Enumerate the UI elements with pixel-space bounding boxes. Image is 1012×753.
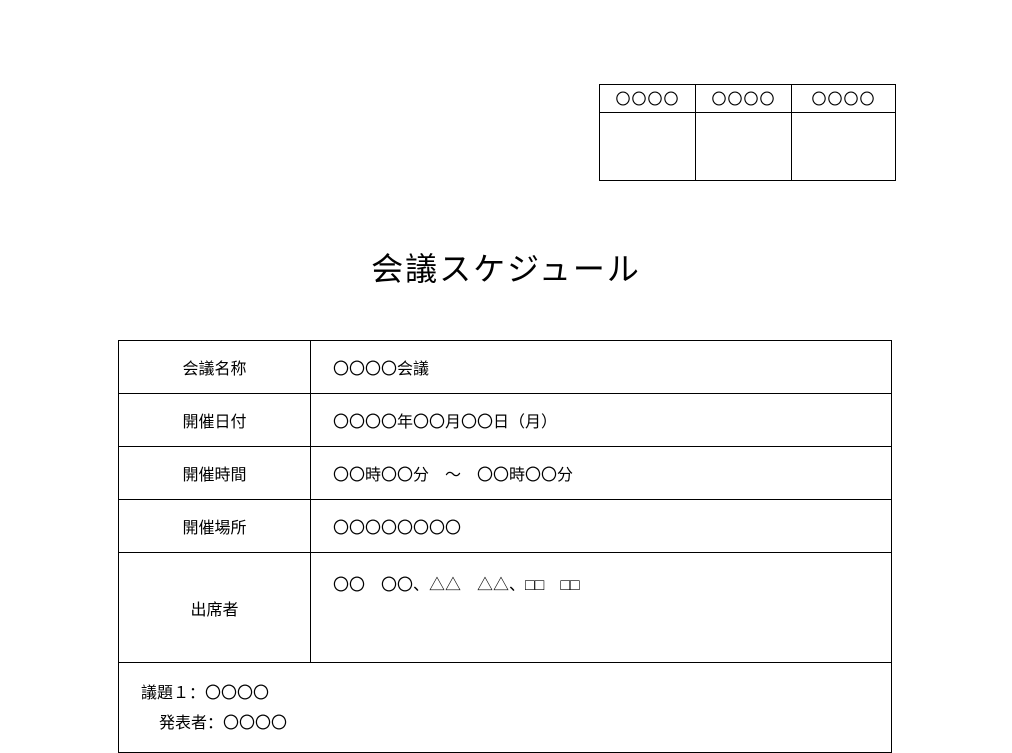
- row-date: 開催日付 〇〇〇〇年〇〇月〇〇日（月）: [119, 394, 892, 447]
- approval-col-1-stamp: [696, 113, 792, 181]
- document-title: 会議スケジュール: [0, 244, 1012, 290]
- approval-stamp-table: 〇〇〇〇 〇〇〇〇 〇〇〇〇: [599, 84, 896, 181]
- approval-col-2-stamp: [792, 113, 896, 181]
- agenda-cell: 議題１：〇〇〇〇 発表者：〇〇〇〇: [119, 663, 892, 753]
- row-location: 開催場所 〇〇〇〇〇〇〇〇: [119, 500, 892, 553]
- meeting-details-table: 会議名称 〇〇〇〇会議 開催日付 〇〇〇〇年〇〇月〇〇日（月） 開催時間 〇〇時…: [118, 340, 892, 753]
- row-time: 開催時間 〇〇時〇〇分 ～ 〇〇時〇〇分: [119, 447, 892, 500]
- approval-col-0-header: 〇〇〇〇: [600, 85, 696, 113]
- value-attendees: 〇〇 〇〇、△△ △△、□□ □□: [311, 553, 892, 663]
- value-location: 〇〇〇〇〇〇〇〇: [311, 500, 892, 553]
- label-date: 開催日付: [119, 394, 311, 447]
- row-meeting-name: 会議名称 〇〇〇〇会議: [119, 341, 892, 394]
- agenda-presenter-1: 発表者：〇〇〇〇: [141, 709, 869, 733]
- approval-col-1-header: 〇〇〇〇: [696, 85, 792, 113]
- value-meeting-name: 〇〇〇〇会議: [311, 341, 892, 394]
- approval-col-2-header: 〇〇〇〇: [792, 85, 896, 113]
- label-meeting-name: 会議名称: [119, 341, 311, 394]
- agenda-item-1: 議題１：〇〇〇〇: [141, 679, 869, 703]
- label-attendees: 出席者: [119, 553, 311, 663]
- approval-col-0-stamp: [600, 113, 696, 181]
- value-time: 〇〇時〇〇分 ～ 〇〇時〇〇分: [311, 447, 892, 500]
- label-time: 開催時間: [119, 447, 311, 500]
- row-agenda: 議題１：〇〇〇〇 発表者：〇〇〇〇: [119, 663, 892, 753]
- label-location: 開催場所: [119, 500, 311, 553]
- approval-body-row: [600, 113, 896, 181]
- row-attendees: 出席者 〇〇 〇〇、△△ △△、□□ □□: [119, 553, 892, 663]
- approval-header-row: 〇〇〇〇 〇〇〇〇 〇〇〇〇: [600, 85, 896, 113]
- value-date: 〇〇〇〇年〇〇月〇〇日（月）: [311, 394, 892, 447]
